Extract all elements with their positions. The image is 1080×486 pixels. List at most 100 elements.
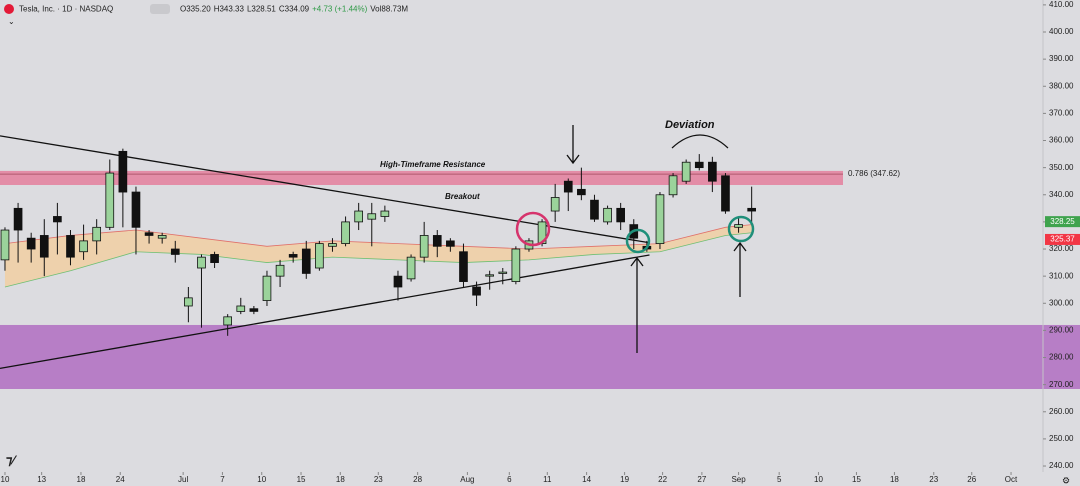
candle-body <box>262 275 272 301</box>
collapse-caret[interactable]: ⌄ <box>8 17 15 26</box>
y-tick-label: 340.00 <box>1049 190 1074 199</box>
candle-body <box>708 161 717 182</box>
price-label: 328.25 <box>1050 217 1075 226</box>
y-tick-label: 400.00 <box>1049 27 1074 36</box>
tv-logo: ⁊⁄ <box>6 452 17 467</box>
quote-item: H343.33 <box>214 5 245 14</box>
quote-item: O335.20 <box>180 5 211 14</box>
y-tick-label: 320.00 <box>1049 244 1074 253</box>
x-tick-label: Sep <box>731 475 746 484</box>
x-tick-label: 6 <box>507 475 512 484</box>
candle-body <box>747 207 756 212</box>
candle-body <box>66 235 75 258</box>
candle-body <box>39 235 49 258</box>
candle-body <box>26 237 36 250</box>
candle-body <box>681 161 691 182</box>
candle-body <box>210 254 219 263</box>
x-tick-label: 19 <box>620 475 629 484</box>
flag-pill <box>150 4 170 14</box>
candle-body <box>498 271 508 274</box>
candle-body <box>53 216 62 223</box>
highlight-circle <box>515 211 551 247</box>
quote-item: Vol88.73M <box>370 5 408 14</box>
candle-body <box>92 226 102 242</box>
quote: O335.20 H343.33 L328.51 C334.09 +4.73 (+1.44… <box>180 5 408 14</box>
x-tick-label: 18 <box>77 475 86 484</box>
symbol: Tesla, Inc. · 1D · NASDAQ <box>19 5 113 14</box>
annotation: Breakout <box>445 192 480 201</box>
y-tick-label: 270.00 <box>1049 380 1074 389</box>
y-tick-label: 290.00 <box>1049 326 1074 335</box>
x-tick-label: 27 <box>697 475 706 484</box>
x-tick-label: 7 <box>220 475 225 484</box>
candle-body <box>472 286 481 296</box>
price-label-box <box>1045 233 1080 245</box>
candle-body <box>354 210 364 223</box>
price-label: 325.37 <box>1050 235 1075 244</box>
candle-body <box>170 248 180 255</box>
candle-body <box>721 175 730 212</box>
x-tick-label: 28 <box>413 475 422 484</box>
annotation: High-Timeframe Resistance <box>380 160 486 169</box>
candle-body <box>734 224 743 228</box>
arc <box>671 134 729 149</box>
x-tick-label: 11 <box>543 475 552 484</box>
x-tick-label: 5 <box>777 475 782 484</box>
x-tick-label: Jul <box>178 475 188 484</box>
price-label-box <box>1045 216 1080 228</box>
candle-body <box>328 243 337 247</box>
candle-body <box>157 235 167 239</box>
y-tick-label: 250.00 <box>1049 434 1074 443</box>
x-tick-label: 18 <box>336 475 345 484</box>
zones: 0.786 (347.62) <box>0 169 1080 389</box>
x-tick-label: 26 <box>967 475 976 484</box>
candle-body <box>406 256 416 280</box>
trendline <box>0 254 650 370</box>
candle-body <box>367 213 377 220</box>
x-tick-label: Aug <box>460 475 474 484</box>
y-tick-label: 410.00 <box>1049 0 1074 9</box>
candle-body <box>341 221 350 244</box>
y-tick-label: 280.00 <box>1049 353 1074 362</box>
y-tick-label: 380.00 <box>1049 81 1074 90</box>
candle-body <box>393 275 403 288</box>
settings-icon[interactable]: ⚙ <box>1062 475 1070 485</box>
candle-body <box>432 235 442 247</box>
y-tick-label: 240.00 <box>1049 461 1074 470</box>
candle-body <box>131 191 141 228</box>
candle-body <box>118 150 128 193</box>
candle-body <box>616 207 625 223</box>
x-tick-label: 10 <box>814 475 823 484</box>
candle-body <box>380 210 390 217</box>
fib-label: 0.786 (347.62) <box>848 169 900 178</box>
demand-zone <box>0 324 1080 389</box>
candle-body <box>419 235 429 258</box>
plot <box>0 135 756 370</box>
y-tick-label: 310.00 <box>1049 271 1074 280</box>
highlight-circle <box>625 228 651 254</box>
candle-body <box>105 172 115 228</box>
candle-body <box>603 207 612 223</box>
candle-body <box>275 264 285 277</box>
candle-body <box>511 248 521 282</box>
candle-body <box>197 256 206 269</box>
x-tick-label: 14 <box>582 475 591 484</box>
candle-body <box>315 243 324 269</box>
x-tick-label: 22 <box>658 475 667 484</box>
candle-body <box>459 251 468 282</box>
highlight-circle <box>727 215 755 243</box>
y-tick-label: 260.00 <box>1049 407 1074 416</box>
candle-body <box>236 305 246 312</box>
candle-body <box>590 199 599 220</box>
candle-body <box>694 161 704 169</box>
y-tick-label: 390.00 <box>1049 54 1074 63</box>
y-tick-label: 360.00 <box>1049 136 1074 145</box>
candle-body <box>13 207 23 231</box>
candle-body <box>485 274 494 277</box>
x-tick-label: 23 <box>929 475 938 484</box>
candle-body <box>79 240 88 253</box>
y-tick-label: 350.00 <box>1049 163 1074 172</box>
candle-body <box>288 254 298 258</box>
x-tick-label: 24 <box>116 475 125 484</box>
x-tick-label: 23 <box>374 475 383 484</box>
